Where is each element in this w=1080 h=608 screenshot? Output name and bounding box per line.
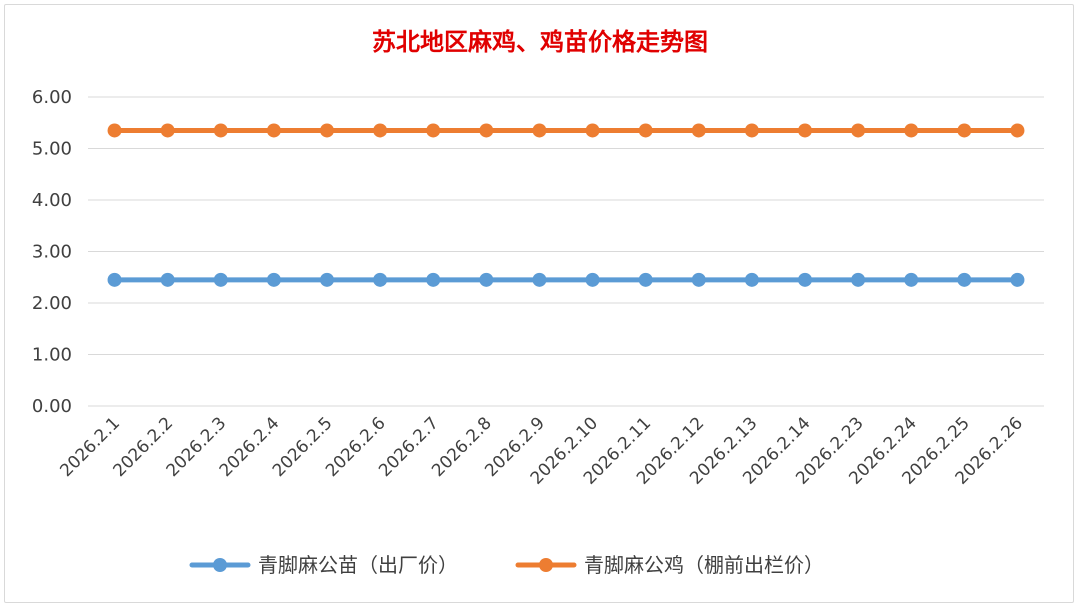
data-point[interactable] [957,272,972,287]
y-tick-label: 6.00 [32,87,72,108]
data-point[interactable] [585,272,600,287]
data-point[interactable] [213,272,228,287]
y-tick-label: 0.00 [32,396,72,417]
series-1 [107,272,1025,287]
data-point[interactable] [320,123,334,138]
data-point[interactable] [532,272,547,287]
data-point[interactable] [585,123,600,138]
y-axis-ticks: 0.00 1.00 2.00 3.00 4.00 5.00 6.00 [32,87,72,417]
x-axis-ticks: 2026.2.12026.2.22026.2.32026.2.42026.2.5… [56,413,1027,488]
legend-label: 青脚麻公鸡（棚前出栏价） [584,553,824,577]
data-point[interactable] [213,123,228,138]
data-point[interactable] [107,123,122,138]
data-point[interactable] [957,123,972,138]
data-point[interactable] [851,123,866,138]
data-point[interactable] [691,123,706,138]
data-point[interactable] [320,272,334,287]
data-point[interactable] [798,272,812,287]
legend-item-1[interactable]: 青脚麻公苗（出厂价） [189,553,458,577]
data-point[interactable] [744,123,759,138]
data-point[interactable] [266,272,281,287]
data-point[interactable] [160,272,175,287]
data-point[interactable] [691,272,706,287]
y-tick-label: 5.00 [32,139,72,160]
gridlines [88,96,1044,407]
data-point[interactable] [373,272,388,287]
legend-label: 青脚麻公苗（出厂价） [258,553,458,577]
data-point[interactable] [532,123,547,138]
y-tick-label: 1.00 [32,345,72,366]
data-point[interactable] [266,123,281,138]
data-point[interactable] [426,272,441,287]
data-point[interactable] [1010,272,1025,287]
data-point[interactable] [798,123,812,138]
data-point[interactable] [160,123,175,138]
legend-marker [213,558,227,572]
data-point[interactable] [744,272,759,287]
data-point[interactable] [426,123,441,138]
data-point[interactable] [1010,123,1025,138]
chart-title: 苏北地区麻鸡、鸡苗价格走势图 [372,27,708,56]
y-tick-label: 4.00 [32,190,72,211]
series-2 [107,123,1025,138]
legend-marker [539,558,553,572]
data-point[interactable] [373,123,388,138]
legend[interactable]: 青脚麻公苗（出厂价） 青脚麻公鸡（棚前出栏价） [189,553,824,577]
data-point[interactable] [904,272,919,287]
data-point[interactable] [479,123,494,138]
data-point[interactable] [107,272,122,287]
series-lines [107,123,1025,287]
y-tick-label: 3.00 [32,242,72,263]
data-point[interactable] [638,272,653,287]
y-tick-label: 2.00 [32,293,72,314]
legend-item-2[interactable]: 青脚麻公鸡（棚前出栏价） [515,553,824,577]
data-point[interactable] [638,123,653,138]
data-point[interactable] [479,272,494,287]
data-point[interactable] [851,272,866,287]
data-point[interactable] [904,123,919,138]
